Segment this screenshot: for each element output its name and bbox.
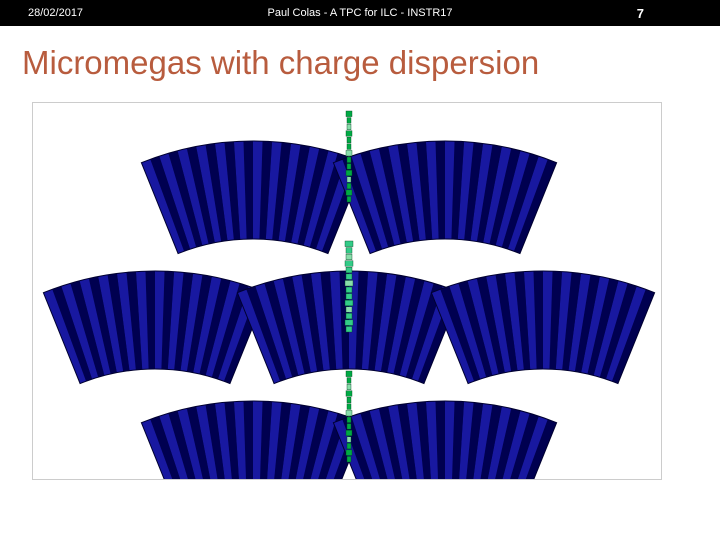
- slide-title: Micromegas with charge dispersion: [22, 44, 720, 82]
- slide-header: 28/02/2017 Paul Colas - A TPC for ILC - …: [0, 0, 720, 26]
- detector-figure: [32, 102, 662, 480]
- header-center-text: Paul Colas - A TPC for ILC - INSTR17: [267, 7, 452, 19]
- header-date: 28/02/2017: [28, 7, 83, 19]
- detector-svg: [33, 103, 662, 480]
- header-page-number: 7: [637, 6, 644, 21]
